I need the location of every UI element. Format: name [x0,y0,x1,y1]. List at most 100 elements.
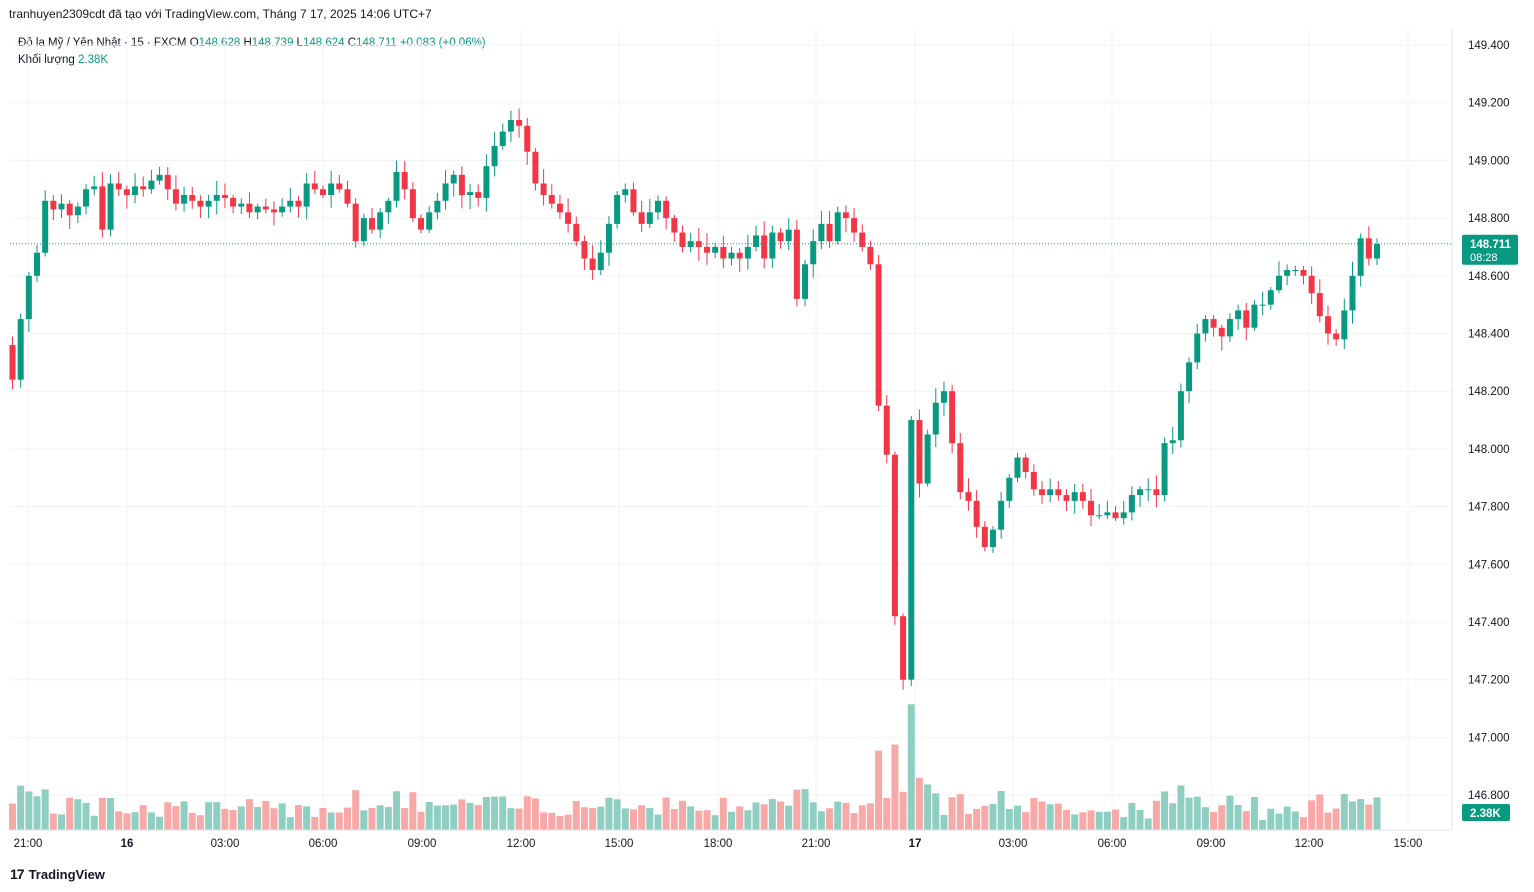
candle-body [646,212,653,224]
volume-bar [270,808,278,830]
candle-body [393,171,400,201]
candle-body [1243,310,1250,328]
volume-bar [1259,819,1267,830]
candle-body [614,195,621,224]
candle-body [1202,319,1209,334]
volume-bar [417,811,425,830]
volume-bar [899,791,907,830]
volume-bar [948,797,956,830]
volume-bar [924,784,932,830]
volume-bar [621,808,629,830]
volume-bar [548,812,556,830]
candle-body [687,241,694,247]
time-tick-label: 15:00 [1394,838,1423,850]
candle-body [842,212,849,219]
candle-body [50,200,57,210]
price-tick-label: 146.800 [1468,790,1510,802]
candle-body [908,420,915,680]
price-tick-label: 147.800 [1468,502,1510,514]
candle-body [197,200,204,207]
time-tick-label: 12:00 [1295,838,1324,850]
volume-bar [785,805,793,830]
volume-badge: 2.38K [1462,804,1510,821]
candle-body [597,252,604,271]
volume-bar [875,750,883,830]
volume-bar [360,810,368,830]
volume-bar [425,801,433,830]
volume-bar [850,813,858,830]
symbol-title[interactable]: Đô la Mỹ / Yên Nhật · 15 · FXCM [18,37,187,49]
volume-bar [147,812,155,830]
candle-body [532,151,539,184]
candle-body [270,209,277,213]
volume-label[interactable]: Khối lượng [18,54,75,66]
volume-bar [188,812,196,830]
candle-body [704,246,711,253]
volume-bar [82,802,90,830]
price-axis[interactable]: 149.400 149.200 149.000 148.800 148.600 148.4… [1468,40,1510,802]
candle-body [507,120,514,132]
time-tick-label: 21:00 [14,838,43,850]
volume-bar [1332,808,1340,830]
candle-body [1177,391,1184,441]
price-tick-label: 148.200 [1468,386,1510,398]
volume-bar [229,809,237,830]
volume-bar [1030,798,1038,830]
volume-bar [25,791,33,830]
time-tick-label: 12:00 [507,838,536,850]
candle-body [205,200,212,207]
volume-bar [74,799,82,830]
candle-body [900,616,907,680]
candle-body [1259,304,1266,306]
candle-body [1153,489,1160,496]
volume-bar [442,805,450,830]
candle-body [793,229,800,299]
candle-body [1079,492,1086,501]
volume-bar [801,788,809,830]
candle-body [810,241,817,265]
high-label: H [243,37,252,49]
candle-body [1333,333,1340,340]
close-label: C [347,37,357,49]
volume-bar [172,806,180,830]
open-value: 148.628 [198,37,241,49]
volume-bar [646,807,654,830]
last-price-text: 148.711 [1470,239,1512,251]
volume-bar [262,800,270,830]
candle-body [99,186,106,230]
tradingview-icon: 17 [10,866,25,882]
low-label: L [296,37,303,49]
volume-bar [1144,818,1152,830]
volume-bar [719,797,727,830]
candle-body [1341,310,1348,340]
price-chart[interactable]: 149.400 149.200 149.000 148.800 148.600 148.4… [0,0,1534,860]
candle-body [605,223,612,253]
volume-bar [482,796,490,830]
volume-bar [1218,805,1226,830]
candle-body [654,200,661,213]
volume-bar [1234,804,1242,830]
volume-bar [1348,801,1356,830]
volume-bar [49,813,57,830]
candle-body [1088,500,1095,516]
candle-body [25,275,32,320]
candle-body [712,246,719,253]
volume-bar [589,808,597,830]
volume-badge-text: 2.38K [1470,808,1501,820]
candle-body [115,183,122,190]
candle-body [458,174,465,196]
candle-body [83,189,90,207]
time-axis[interactable]: 21:00 16 03:00 06:00 09:00 12:00 15:00 18:00 21:… [14,838,1423,850]
time-tick-label: 06:00 [309,838,338,850]
volume-bar [572,800,580,830]
volume-bar [638,805,646,830]
volume-bar [286,817,294,830]
candle-body [295,200,302,207]
candle-body [1128,495,1135,513]
tradingview-logo[interactable]: 17 TradingView [10,866,105,882]
volume-bar [1054,803,1062,830]
volume-bar [278,803,286,830]
volume-bar [777,801,785,830]
volume-bar [450,804,458,830]
volume-bar [123,813,131,830]
